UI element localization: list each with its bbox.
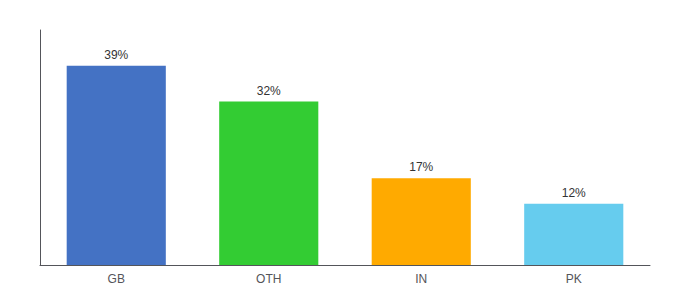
svg-text:OTH: OTH [256, 272, 281, 286]
svg-text:12%: 12% [562, 186, 586, 200]
svg-text:39%: 39% [104, 48, 128, 62]
svg-text:IN: IN [415, 272, 427, 286]
svg-text:17%: 17% [409, 160, 433, 174]
svg-text:GB: GB [108, 272, 125, 286]
svg-text:PK: PK [566, 272, 582, 286]
svg-text:32%: 32% [257, 84, 281, 98]
